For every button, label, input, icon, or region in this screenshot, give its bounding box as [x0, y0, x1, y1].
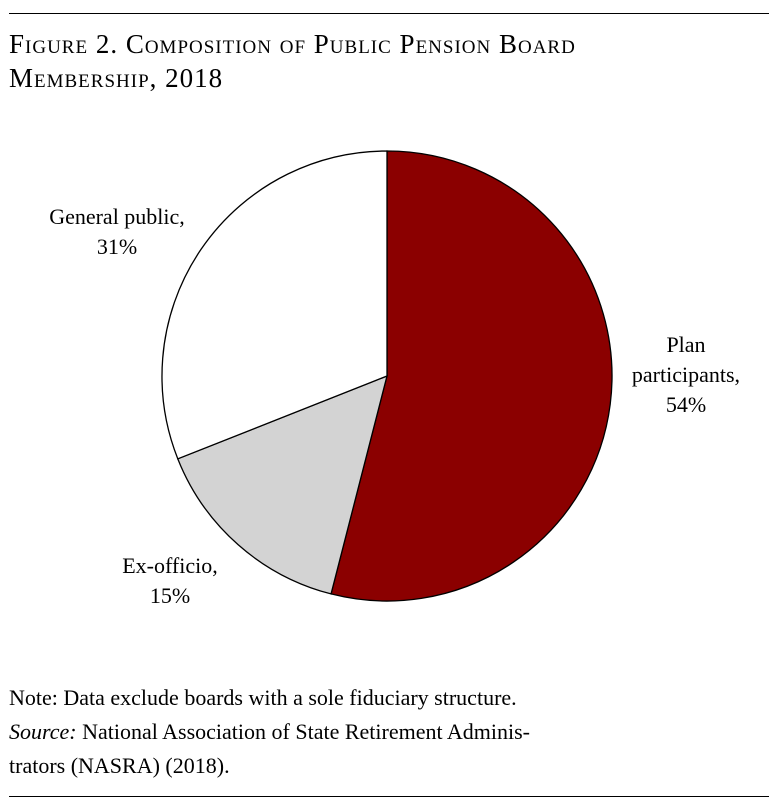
slice-label-line: 31%: [97, 234, 137, 259]
slice-label-line: General public,: [49, 204, 185, 229]
slice-label-line: 54%: [666, 392, 706, 417]
slice-label-line: Plan: [666, 332, 705, 357]
slice-label-line: participants,: [632, 362, 740, 387]
slice-label-general-public: General public, 31%: [49, 204, 185, 259]
slice-label-line: 15%: [150, 583, 190, 608]
note-line: Note: Data exclude boards with a sole fi…: [9, 685, 517, 710]
figure-title: Figure 2. Composition of Public Pension …: [9, 27, 769, 95]
source-line-continued: trators (NASRA) (2018).: [9, 753, 230, 778]
figure-note: Note: Data exclude boards with a sole fi…: [9, 681, 774, 783]
slice-label-ex-officio: Ex-officio, 15%: [122, 553, 218, 608]
slice-label-plan-participants: Plan participants, 54%: [632, 332, 740, 417]
pie-slice-general-public: [161, 150, 388, 460]
source-label: Source:: [9, 719, 77, 744]
figure-title-line-2: Membership, 2018: [9, 63, 224, 93]
pie-slice-plan-participants: [330, 150, 613, 602]
pie-slices: [161, 150, 613, 602]
pie-slice-ex-officio: [176, 374, 388, 595]
slice-labels: Plan participants, 54% Ex-officio, 15% Genera…: [49, 204, 740, 608]
source-line: Source: National Association of State Re…: [9, 715, 774, 749]
source-text: National Association of State Retirement…: [76, 719, 530, 744]
top-rule: [9, 13, 769, 14]
figure-title-line-1: Figure 2. Composition of Public Pension …: [9, 29, 576, 59]
bottom-rule: [9, 796, 769, 797]
slice-label-line: Ex-officio,: [122, 553, 218, 578]
